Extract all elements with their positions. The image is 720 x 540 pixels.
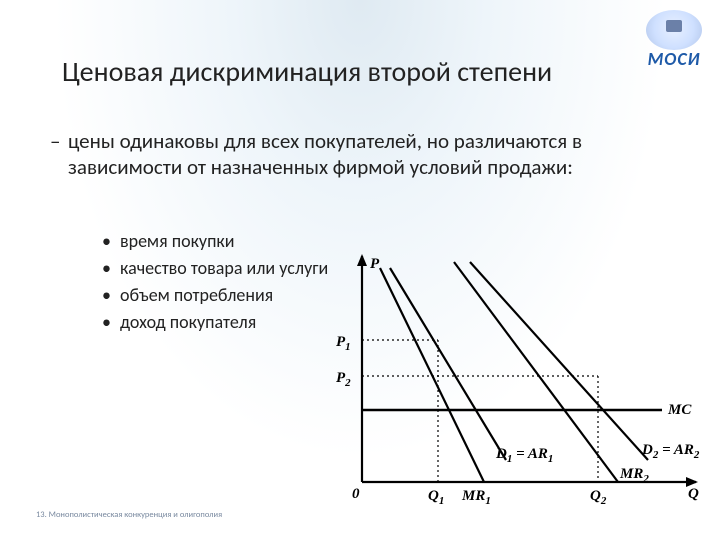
list-item: качество товара или услуги <box>120 255 328 282</box>
axis-label-q: Q <box>688 486 699 502</box>
main-bullet: –цены одинаковы для всех покупателей, но… <box>68 128 670 181</box>
logo-text: МОСИ <box>646 48 702 70</box>
mr1-x-label: MR1 <box>461 488 491 507</box>
list-item: доход покупателя <box>120 309 328 336</box>
footer-text: 13. Монополистическая конкуренция и олиг… <box>36 510 222 520</box>
mc-label: MC <box>667 402 692 418</box>
origin-label: 0 <box>352 486 360 502</box>
logo: МОСИ <box>646 10 702 70</box>
slide: МОСИ Ценовая дискриминация второй степен… <box>0 0 720 540</box>
q2-label: Q2 <box>590 488 607 507</box>
logo-icon <box>646 10 702 50</box>
main-bullet-text: цены одинаковы для всех покупателей, но … <box>68 128 582 180</box>
list-item: время покупки <box>120 228 328 255</box>
price-discrimination-chart: P Q 0 MC P1 P2 Q1 MR1 Q2 D1 = AR1 D2 = A… <box>300 254 700 514</box>
d2-label: D2 = AR2 <box>641 442 700 461</box>
p2-label: P2 <box>336 370 351 389</box>
axis-label-p: P <box>370 256 380 272</box>
list-item: объем потребления <box>120 282 328 309</box>
sub-bullet-list: время покупки качество товара или услуги… <box>120 228 328 336</box>
q1-label: Q1 <box>428 488 444 507</box>
p1-label: P1 <box>336 334 351 353</box>
d1-label: D1 = AR1 <box>495 446 553 465</box>
page-title: Ценовая дискриминация второй степени <box>62 54 552 89</box>
